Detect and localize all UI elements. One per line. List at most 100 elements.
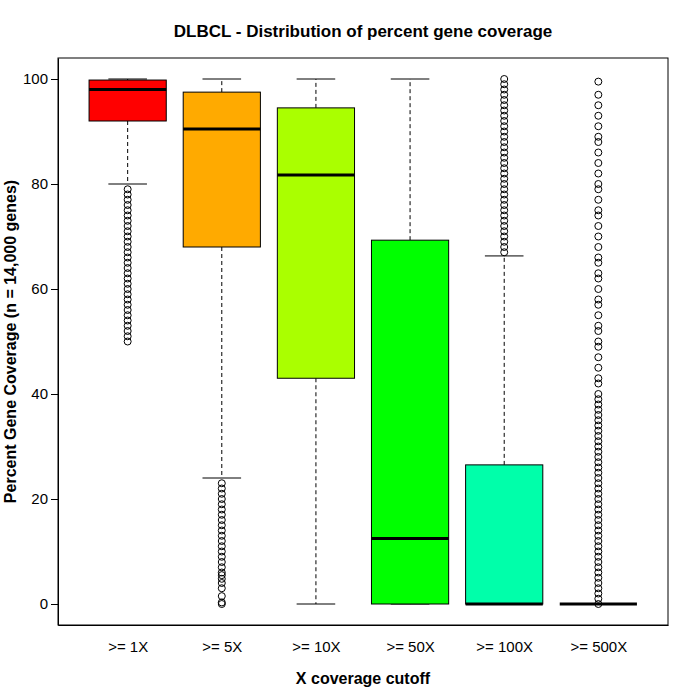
x-tick: >= 1X <box>108 625 148 655</box>
outlier <box>595 270 602 277</box>
outlier <box>124 186 131 193</box>
whisker-upper <box>504 256 505 465</box>
outlier <box>218 593 225 600</box>
outlier <box>595 160 602 167</box>
median <box>466 603 543 606</box>
y-axis: 0 20 40 60 80 100 <box>23 59 59 626</box>
y-tick: 60 <box>31 280 58 297</box>
x-tick-label: >= 100X <box>476 638 533 655</box>
outlier <box>595 338 602 345</box>
box <box>466 465 543 604</box>
box-group <box>277 79 354 604</box>
outlier <box>595 196 602 203</box>
median <box>183 127 260 130</box>
median <box>560 603 637 606</box>
outlier <box>595 233 602 240</box>
outlier <box>595 286 602 293</box>
y-tick-label: 0 <box>40 595 48 612</box>
box-group <box>560 78 637 607</box>
outlier <box>595 296 602 303</box>
box <box>89 80 166 121</box>
x-tick-label: >= 50X <box>386 638 434 655</box>
outlier <box>218 601 225 608</box>
box-group <box>371 79 448 604</box>
outlier <box>595 254 602 261</box>
y-tick: 80 <box>31 175 58 192</box>
box-group <box>89 79 166 345</box>
whisker-lower <box>315 378 316 604</box>
staple-lower <box>108 184 147 185</box>
chart: 0 20 40 60 80 100 >= 1X >= 5X >= 10X >= 50X >= 100… <box>0 0 700 700</box>
x-tick-label: >= 5X <box>202 638 242 655</box>
x-tick-label: >= 1X <box>108 638 148 655</box>
staple-upper <box>202 79 241 80</box>
box <box>560 604 637 605</box>
y-tick-mark <box>51 394 58 395</box>
outlier <box>595 364 602 371</box>
median <box>371 537 448 540</box>
x-axis: >= 1X >= 5X >= 10X >= 50X >= 100X >= 500X <box>59 625 669 655</box>
whisker-upper <box>410 79 411 240</box>
x-tick-label: >= 10X <box>292 638 340 655</box>
y-tick-mark <box>51 499 58 500</box>
x-tick: >= 500X <box>570 625 627 655</box>
outlier <box>595 149 602 156</box>
y-tick-label: 100 <box>23 70 48 87</box>
x-axis-line <box>59 625 669 626</box>
x-tick: >= 10X <box>292 625 340 655</box>
y-tick: 100 <box>23 70 58 87</box>
y-tick-mark <box>51 604 58 605</box>
outlier <box>501 76 508 83</box>
median <box>277 174 354 177</box>
outlier <box>595 123 602 130</box>
x-tick: >= 5X <box>202 625 242 655</box>
outlier <box>595 223 602 230</box>
staple-upper <box>108 79 147 80</box>
outlier <box>595 112 602 119</box>
outlier <box>595 102 602 109</box>
outlier <box>595 170 602 177</box>
staple-lower <box>202 478 241 479</box>
y-tick: 40 <box>31 385 58 402</box>
staple-upper <box>391 79 430 80</box>
whisker-lower <box>221 247 222 478</box>
y-axis-line <box>58 59 59 626</box>
outlier <box>218 480 225 487</box>
whisker-lower <box>127 121 128 184</box>
y-tick: 20 <box>31 490 58 507</box>
outlier <box>595 133 602 140</box>
outlier <box>595 244 602 251</box>
outlier <box>595 312 602 319</box>
x-tick: >= 50X <box>386 625 434 655</box>
x-tick: >= 100X <box>476 625 533 655</box>
outlier <box>595 354 602 361</box>
box-group <box>466 76 543 605</box>
outlier <box>595 375 602 382</box>
outlier <box>595 322 602 329</box>
x-tick-label: >= 500X <box>570 638 627 655</box>
y-tick-mark <box>51 79 58 80</box>
staple-upper <box>297 79 336 80</box>
median <box>89 88 166 91</box>
box-group <box>183 79 260 608</box>
outlier <box>595 181 602 188</box>
box <box>183 92 260 247</box>
y-tick-label: 80 <box>31 175 48 192</box>
y-tick-mark <box>51 184 58 185</box>
plot-frame <box>58 58 668 625</box>
whisker-upper <box>315 79 316 108</box>
staple-lower <box>297 604 336 605</box>
box <box>277 108 354 378</box>
y-tick-label: 20 <box>31 490 48 507</box>
outlier <box>595 391 602 398</box>
chart-title: DLBCL - Distribution of percent gene cov… <box>174 22 552 41</box>
x-axis-title: X coverage cutoff <box>296 670 431 687</box>
plot-marks <box>89 76 637 608</box>
y-tick-label: 60 <box>31 280 48 297</box>
whisker-upper <box>221 79 222 92</box>
y-tick-mark <box>51 289 58 290</box>
y-axis-title: Percent Gene Coverage (n = 14,000 genes) <box>2 180 19 503</box>
y-tick-label: 40 <box>31 385 48 402</box>
y-tick: 0 <box>40 595 58 612</box>
box <box>371 240 448 604</box>
